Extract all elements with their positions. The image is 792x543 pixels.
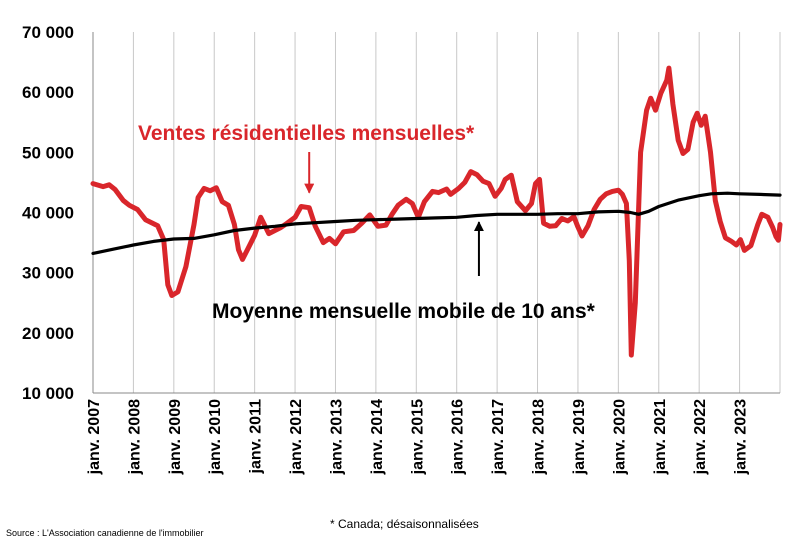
y-tick-label: 40 000 xyxy=(22,204,74,223)
y-tick-label: 70 000 xyxy=(22,23,74,42)
x-tick-label: janv. 2011 xyxy=(248,399,265,475)
moving-average-line xyxy=(91,191,782,255)
y-tick-label: 10 000 xyxy=(22,384,74,403)
x-tick-label: janv. 2021 xyxy=(652,399,669,475)
series-lines xyxy=(90,65,783,358)
x-tick-label: janv. 2008 xyxy=(126,399,143,475)
footnote: * Canada; désaisonnalisées xyxy=(330,517,479,531)
y-tick-label: 50 000 xyxy=(22,143,74,162)
y-axis-ticks: 10 000 20 000 30 000 40 000 50 000 60 000 70 0… xyxy=(22,23,74,403)
y-tick-label: 20 000 xyxy=(22,324,74,343)
annotations: Ventes résidentielles mensuelles* Moyenne… xyxy=(138,122,596,323)
x-tick-label: janv. 2012 xyxy=(288,399,305,475)
y-tick-label: 30 000 xyxy=(22,264,74,283)
x-tick-label: janv. 2020 xyxy=(611,399,628,475)
x-tick-label: janv. 2019 xyxy=(571,399,588,475)
x-tick-label: janv. 2016 xyxy=(450,399,467,475)
x-axis-ticks: janv. 2007 janv. 2008 janv. 2009 janv. 2010… xyxy=(86,399,750,475)
x-tick-label: janv. 2010 xyxy=(207,399,224,475)
x-tick-label: janv. 2009 xyxy=(167,399,184,475)
y-tick-label: 60 000 xyxy=(22,83,74,102)
x-tick-label: janv. 2014 xyxy=(369,399,386,475)
plot-frame xyxy=(92,32,780,394)
x-tick-label: janv. 2023 xyxy=(733,399,750,475)
sales-series-line xyxy=(90,65,783,358)
x-tick-label: janv. 2017 xyxy=(490,399,507,475)
x-tick-label: janv. 2013 xyxy=(328,399,345,475)
x-tick-label: janv. 2018 xyxy=(531,399,548,475)
x-tick-label: janv. 2007 xyxy=(86,399,103,475)
x-tick-label: janv. 2022 xyxy=(692,399,709,475)
moving-average-label: Moyenne mensuelle mobile de 10 ans* xyxy=(212,300,596,323)
sales-series-label: Ventes résidentielles mensuelles* xyxy=(138,122,475,145)
x-tick-label: janv. 2015 xyxy=(409,399,426,475)
source-note: Source : L'Association canadienne de l'i… xyxy=(6,528,204,538)
